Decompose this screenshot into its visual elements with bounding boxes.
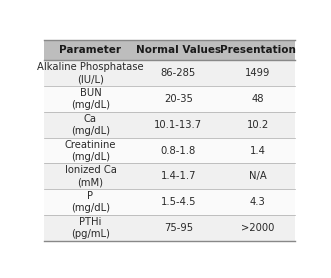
Text: N/A: N/A <box>249 172 266 182</box>
Text: PTHi
(pg/mL): PTHi (pg/mL) <box>71 217 110 239</box>
Bar <box>44 60 137 86</box>
Text: 48: 48 <box>251 94 264 104</box>
Text: Alkaline Phosphatase
(IU/L): Alkaline Phosphatase (IU/L) <box>37 62 144 84</box>
Bar <box>137 40 220 60</box>
Text: 0.8-1.8: 0.8-1.8 <box>161 146 196 156</box>
Bar <box>220 215 295 241</box>
Text: 10.2: 10.2 <box>247 120 269 130</box>
Bar <box>220 40 295 60</box>
Text: Ca
(mg/dL): Ca (mg/dL) <box>71 114 110 136</box>
Bar <box>44 138 137 163</box>
Bar <box>220 138 295 163</box>
Text: Ionized Ca
(mM): Ionized Ca (mM) <box>65 165 117 187</box>
Text: 1.5-4.5: 1.5-4.5 <box>161 197 196 207</box>
Text: 86-285: 86-285 <box>161 68 196 78</box>
Text: Normal Values: Normal Values <box>136 45 221 55</box>
Text: 4.3: 4.3 <box>250 197 265 207</box>
Text: 75-95: 75-95 <box>164 223 193 233</box>
Bar <box>137 163 220 189</box>
Bar <box>137 112 220 138</box>
Bar <box>137 138 220 163</box>
Text: BUN
(mg/dL): BUN (mg/dL) <box>71 88 110 110</box>
Text: 1.4-1.7: 1.4-1.7 <box>161 172 196 182</box>
Bar <box>220 112 295 138</box>
Text: Presentation: Presentation <box>220 45 296 55</box>
Bar <box>44 163 137 189</box>
Bar <box>137 60 220 86</box>
Bar <box>44 40 137 60</box>
Bar <box>220 86 295 112</box>
Bar <box>137 86 220 112</box>
Bar <box>137 189 220 215</box>
Bar <box>220 60 295 86</box>
Text: Parameter: Parameter <box>60 45 121 55</box>
Bar <box>137 215 220 241</box>
Text: 20-35: 20-35 <box>164 94 193 104</box>
Text: 10.1-13.7: 10.1-13.7 <box>154 120 203 130</box>
Bar <box>220 163 295 189</box>
Bar <box>44 86 137 112</box>
Text: >2000: >2000 <box>241 223 274 233</box>
Text: P
(mg/dL): P (mg/dL) <box>71 191 110 213</box>
Text: 1.4: 1.4 <box>250 146 265 156</box>
Bar <box>44 189 137 215</box>
Bar <box>44 215 137 241</box>
Text: 1499: 1499 <box>245 68 270 78</box>
Bar <box>220 189 295 215</box>
Bar <box>44 112 137 138</box>
Text: Creatinine
(mg/dL): Creatinine (mg/dL) <box>65 140 116 162</box>
